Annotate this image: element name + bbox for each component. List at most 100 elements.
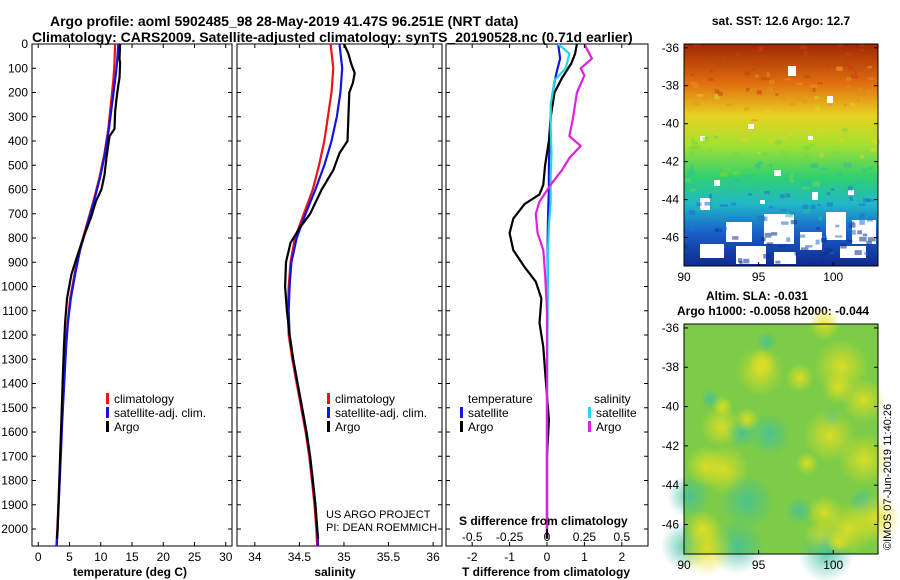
sst-pixel bbox=[761, 77, 770, 81]
sst-pixel bbox=[702, 136, 709, 142]
sst-pixel bbox=[766, 72, 770, 77]
depth-tick-label: 900 bbox=[8, 255, 28, 269]
legend-salinity-title: salinity bbox=[594, 392, 631, 406]
sst-pixel bbox=[689, 146, 694, 150]
map-y-tick-label: -42 bbox=[662, 155, 680, 169]
sst-pixel bbox=[866, 89, 874, 95]
s-difference-ticks: -0.5 -0.25 0 0.25 0.5 bbox=[462, 530, 631, 544]
sst-pixel bbox=[818, 257, 825, 262]
x-tick-label: 35.5 bbox=[377, 550, 401, 564]
sst-map: 90 95 100 -36 -38 -40 -42 -44 -46 bbox=[662, 41, 880, 284]
sla-blob bbox=[720, 474, 775, 529]
salinity-legend: climatology satellite-adj. clim. Argo US… bbox=[326, 392, 437, 534]
legend-argo-swatch bbox=[327, 421, 330, 432]
sst-pixel bbox=[740, 162, 748, 165]
sst-pixel bbox=[817, 82, 824, 85]
sst-pixel bbox=[715, 132, 721, 136]
legend-t-satellite-label: satellite bbox=[468, 406, 509, 420]
sst-pixel bbox=[862, 56, 867, 60]
sla-texture bbox=[660, 308, 900, 580]
sla-axes: 90 95 100 -36 -38 -40 -42 -44 -46 bbox=[662, 321, 878, 572]
sst-pixel bbox=[747, 159, 752, 165]
depth-tick-label: 1800 bbox=[1, 474, 28, 488]
x-tick-label: 35 bbox=[337, 550, 351, 564]
sst-pixel bbox=[819, 252, 826, 257]
sst-pixel bbox=[689, 227, 694, 232]
sst-pixel bbox=[771, 232, 778, 236]
legend-s-satellite-swatch bbox=[588, 407, 591, 418]
pi-credit: PI: DEAN ROEMMICH bbox=[326, 522, 437, 534]
sla-blob bbox=[785, 497, 813, 525]
sst-texture bbox=[684, 44, 880, 264]
sst-pixel bbox=[736, 121, 743, 125]
legend-temperature-title: temperature bbox=[468, 392, 533, 406]
map-x-tick-label: 100 bbox=[823, 558, 843, 572]
sst-pixel bbox=[814, 184, 823, 189]
sst-pixel bbox=[778, 97, 786, 101]
sst-pixel bbox=[709, 69, 713, 73]
x-tick-label: 30 bbox=[219, 550, 233, 564]
sst-pixel bbox=[689, 151, 695, 157]
sst-pixel bbox=[704, 222, 713, 227]
sst-pixel bbox=[691, 141, 698, 145]
project-credit: US ARGO PROJECT bbox=[326, 509, 431, 521]
sst-pixel bbox=[708, 194, 712, 199]
sst-pixel bbox=[751, 68, 756, 71]
sst-pixel bbox=[691, 73, 695, 76]
sst-pixel bbox=[760, 237, 766, 242]
sst-pixel bbox=[843, 188, 849, 192]
map-y-tick-label: -46 bbox=[662, 518, 680, 532]
sla-blob bbox=[795, 451, 819, 475]
sst-pixel bbox=[694, 208, 701, 211]
sst-pixel bbox=[714, 94, 720, 100]
sst-pixel bbox=[768, 80, 775, 84]
map-x-tick-label: 90 bbox=[677, 270, 691, 284]
sla-blob bbox=[803, 409, 857, 463]
sst-pixel bbox=[758, 46, 764, 52]
sst-pixel bbox=[744, 71, 751, 76]
sst-pixel bbox=[812, 87, 816, 92]
sst-pixel bbox=[831, 188, 835, 191]
sst-pixel bbox=[801, 201, 809, 204]
sst-pixel bbox=[761, 152, 768, 157]
salinity-xlabel: salinity bbox=[314, 565, 356, 579]
sst-pixel bbox=[839, 138, 843, 143]
sst-pixel bbox=[859, 236, 867, 242]
sst-pixel bbox=[796, 82, 803, 86]
sst-pixel bbox=[790, 173, 794, 179]
depth-tick-label: 1100 bbox=[2, 304, 28, 318]
sst-pixel bbox=[732, 236, 739, 240]
sst-pixel bbox=[849, 196, 853, 201]
sst-pixel bbox=[817, 128, 825, 133]
sst-pixel bbox=[866, 218, 873, 222]
sst-pixel bbox=[820, 238, 828, 243]
sla-blob bbox=[699, 388, 721, 409]
sst-pixel bbox=[749, 195, 755, 201]
sst-pixel bbox=[723, 167, 731, 172]
sst-pixel bbox=[843, 103, 848, 107]
sst-pixel bbox=[748, 89, 753, 92]
sst-pixel bbox=[859, 213, 865, 219]
x-tick-label: 25 bbox=[188, 550, 202, 564]
sst-pixel bbox=[853, 203, 859, 206]
sst-pixel bbox=[854, 250, 862, 255]
series-line-satellite-adj-clim- bbox=[55, 44, 120, 546]
sla-blob bbox=[785, 363, 815, 393]
x-tick-label: 0 bbox=[35, 550, 42, 564]
sst-pixel bbox=[718, 91, 723, 96]
legend-satellite-swatch bbox=[106, 407, 109, 418]
depth-tick-label: 600 bbox=[8, 183, 28, 197]
sst-pixel bbox=[691, 137, 695, 142]
sst-pixel bbox=[738, 258, 743, 263]
depth-axis: 0 100 200 300 400 500 600 700 800 900 1000 1100 1200… bbox=[1, 37, 648, 536]
sst-pixel bbox=[847, 260, 855, 264]
sst-pixel bbox=[805, 245, 813, 248]
sst-pixel bbox=[734, 171, 741, 175]
sst-pixel bbox=[807, 179, 812, 185]
sst-pixel bbox=[689, 61, 693, 66]
sst-pixel bbox=[700, 56, 705, 60]
sst-pixel bbox=[804, 75, 811, 78]
sst-pixel bbox=[758, 217, 765, 222]
x-tick-label: 15 bbox=[125, 550, 139, 564]
sst-pixel bbox=[807, 132, 811, 136]
